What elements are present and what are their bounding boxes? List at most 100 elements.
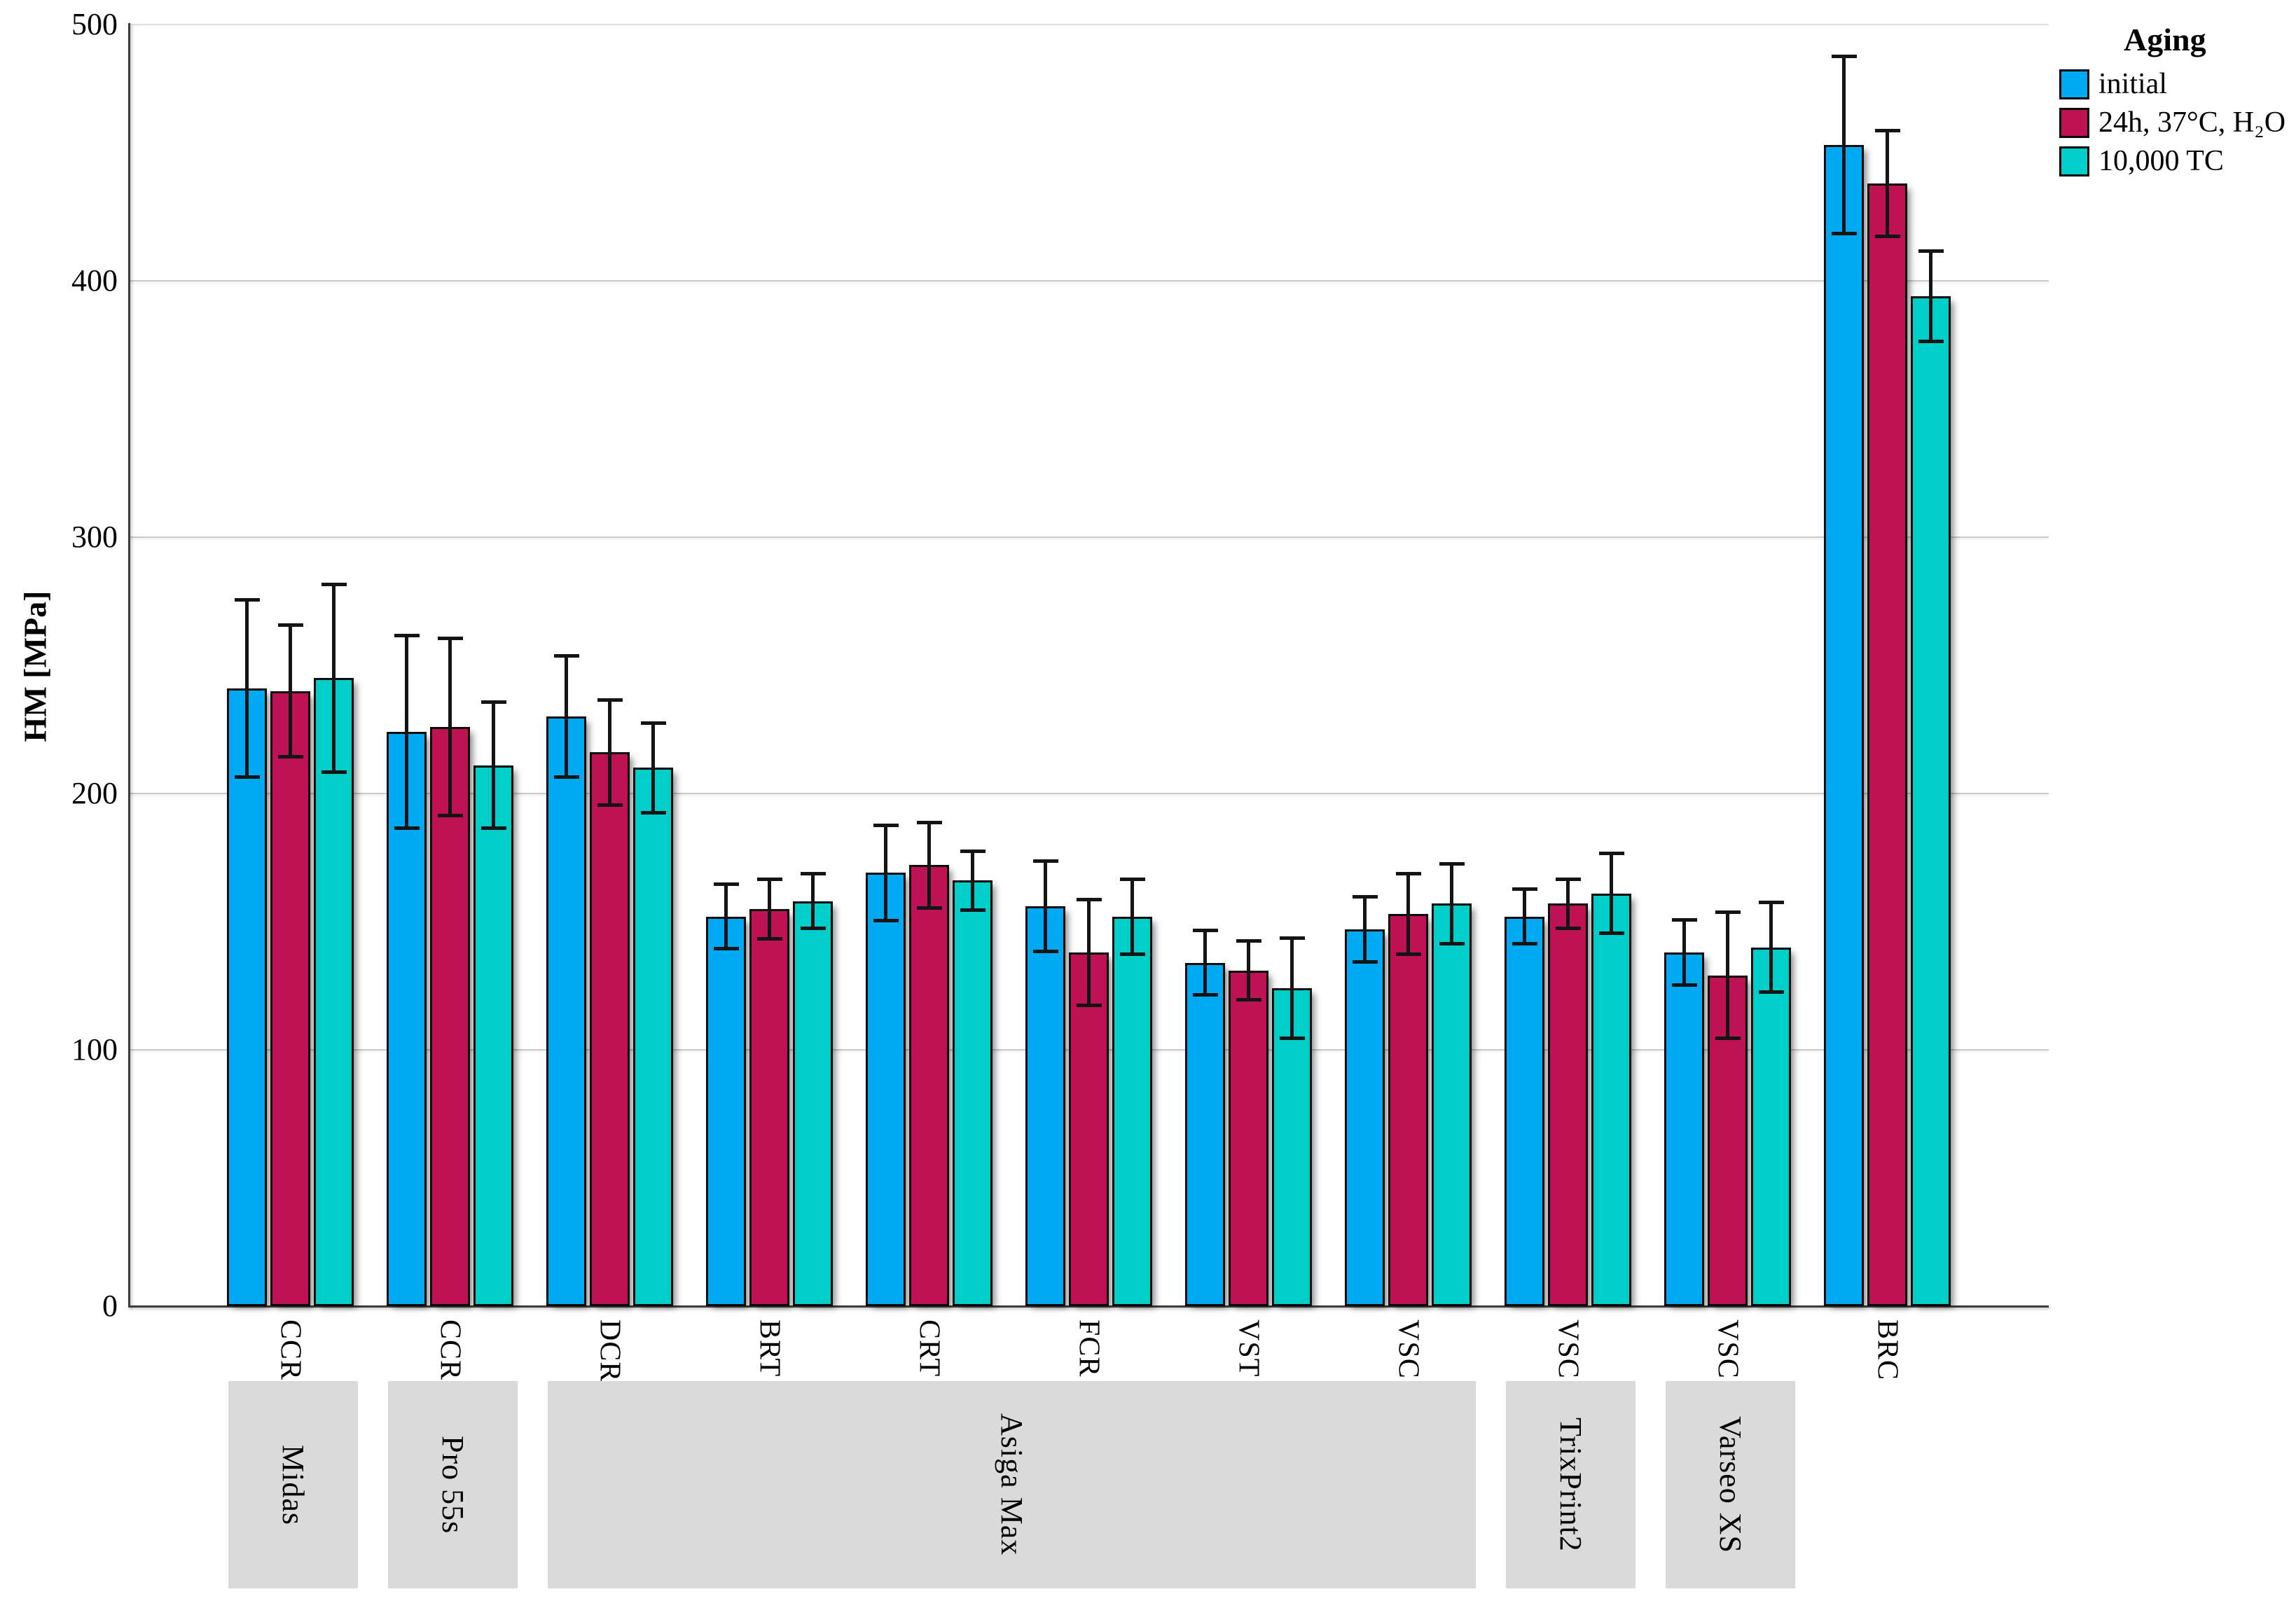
error-bar-cap-bottom [1918, 339, 1944, 343]
legend-entries: initial 24h, 37°C, H₂O 10,000 TC [2047, 68, 2296, 177]
error-bar-stem [811, 873, 815, 929]
x-tick-label-fcr: FCR [1025, 1319, 1152, 1380]
error-bar-cap-top [1352, 895, 1378, 899]
legend-entry-label: 24h, 37°C, H₂O [2098, 106, 2286, 139]
error-bar-stem [448, 637, 452, 817]
bar-vsc-series2 [1388, 914, 1428, 1306]
legend-entry-2: 24h, 37°C, H₂O [2059, 106, 2296, 139]
error-bar-cap-bottom [1671, 983, 1697, 987]
error-bar-stem [1247, 939, 1250, 1001]
printer-box-label: Varseo XS [1713, 1416, 1748, 1553]
error-bar-cap-top [916, 821, 942, 825]
error-bar-stem [1610, 852, 1613, 935]
error-bar-cap-top [1192, 928, 1218, 932]
bar-dcr-series2 [590, 752, 630, 1306]
legend-entry-1: initial [2059, 68, 2296, 100]
error-bar-cap-bottom [394, 826, 420, 831]
error-bar-cap-bottom [1715, 1037, 1741, 1041]
bar-brc-series1 [1824, 145, 1864, 1306]
bar-vst-series2 [1229, 970, 1268, 1306]
error-bar-cap-bottom [437, 813, 463, 817]
error-bar-cap-top [1236, 938, 1261, 943]
error-bar-cap-bottom [1279, 1037, 1305, 1041]
error-bar-cap-bottom [1395, 952, 1421, 956]
error-bar-cap-bottom [960, 908, 986, 913]
bar-ccr-series2 [430, 726, 470, 1306]
x-tick-label-brc: BRC [1824, 1319, 1951, 1384]
error-bar-cap-top [713, 882, 739, 887]
x-tick-label-text: VST [1232, 1319, 1265, 1378]
error-bar-stem [1523, 888, 1526, 945]
legend-swatch [2059, 146, 2089, 176]
bar-crt-series3 [953, 880, 993, 1306]
bar-vst-series3 [1272, 988, 1312, 1306]
bar-ccr-series1 [227, 688, 267, 1306]
error-bar-stem [565, 655, 568, 779]
error-bar-stem [724, 883, 728, 950]
printer-box-asiga-max: Asiga Max [548, 1381, 1476, 1588]
x-tick-label-text: CCR [274, 1319, 307, 1381]
error-bar-stem [1842, 55, 1846, 235]
error-bar-cap-top [1831, 54, 1857, 58]
bar-ccr-series3 [473, 765, 513, 1306]
bar-vsc-series1 [1505, 916, 1544, 1306]
error-bar-stem [492, 701, 495, 830]
bar-brc-series3 [1911, 296, 1951, 1306]
legend-title: Aging [2124, 22, 2206, 57]
error-bar-cap-top [1076, 898, 1102, 902]
error-bar-stem [651, 721, 655, 815]
y-tick-label-200: 200 [71, 776, 118, 810]
error-bar-cap-top [1555, 877, 1581, 881]
x-tick-label-crt: CRT [866, 1319, 993, 1380]
gridline-500 [130, 24, 2049, 25]
error-bar-stem [608, 698, 611, 807]
error-bar-cap-top [960, 849, 986, 853]
error-bar-stem [1363, 896, 1367, 963]
error-bar-stem [1886, 130, 1889, 237]
x-tick-label-ccr: CCR [227, 1319, 354, 1384]
error-bar-cap-bottom [873, 919, 899, 922]
y-axis-title: HM [MPa] [17, 590, 53, 742]
error-bar-cap-bottom [1555, 926, 1581, 930]
x-tick-label-vsc: VSC [1664, 1319, 1791, 1382]
error-bar-cap-bottom [1512, 941, 1537, 945]
error-bar-cap-bottom [800, 926, 826, 930]
legend-entry-label: initial [2098, 68, 2167, 100]
printer-box-trixprint2: TrixPrint2 [1506, 1381, 1635, 1588]
gridline-300 [130, 536, 2049, 538]
error-bar-cap-top [234, 597, 260, 602]
error-bar-cap-bottom [597, 803, 623, 808]
bar-ccr-series2 [270, 691, 310, 1306]
error-bar-cap-bottom [321, 770, 347, 774]
x-tick-label-text: VSC [1551, 1319, 1584, 1379]
y-tick-label-400: 400 [71, 263, 118, 298]
y-tick-label-100: 100 [71, 1032, 118, 1067]
error-bar-cap-top [1671, 918, 1697, 922]
error-bar-stem [971, 850, 974, 912]
error-bar-cap-top [873, 823, 899, 827]
bar-dcr-series3 [633, 768, 673, 1306]
x-tick-label-text: FCR [1072, 1319, 1105, 1378]
error-bar-cap-top [1918, 249, 1944, 254]
bar-vsc-series3 [1432, 903, 1472, 1306]
error-bar-cap-bottom [234, 775, 260, 779]
error-bar-cap-top [553, 654, 579, 658]
error-bar-cap-bottom [553, 775, 579, 779]
bar-brt-series2 [749, 908, 789, 1306]
error-bar-cap-top [1032, 859, 1058, 864]
legend: Aging initial 24h, 37°C, H₂O 10,000 TC [2047, 21, 2296, 183]
error-bar-stem [405, 635, 408, 830]
bar-crt-series1 [866, 873, 906, 1306]
x-tick-label-text: CRT [913, 1319, 946, 1378]
printer-box-label: Pro 55s [436, 1435, 470, 1534]
error-bar-cap-top [756, 877, 782, 881]
printer-box-label: Midas [276, 1444, 310, 1525]
bar-crt-series2 [909, 865, 949, 1306]
printer-box-pro-55s: Pro 55s [388, 1381, 518, 1588]
error-bar-stem [289, 624, 292, 758]
legend-entry-3: 10,000 TC [2059, 145, 2296, 177]
error-bar-cap-bottom [1874, 234, 1900, 238]
error-bar-cap-top [800, 872, 826, 876]
error-bar-stem [927, 822, 931, 909]
error-bar-cap-top [480, 700, 506, 705]
